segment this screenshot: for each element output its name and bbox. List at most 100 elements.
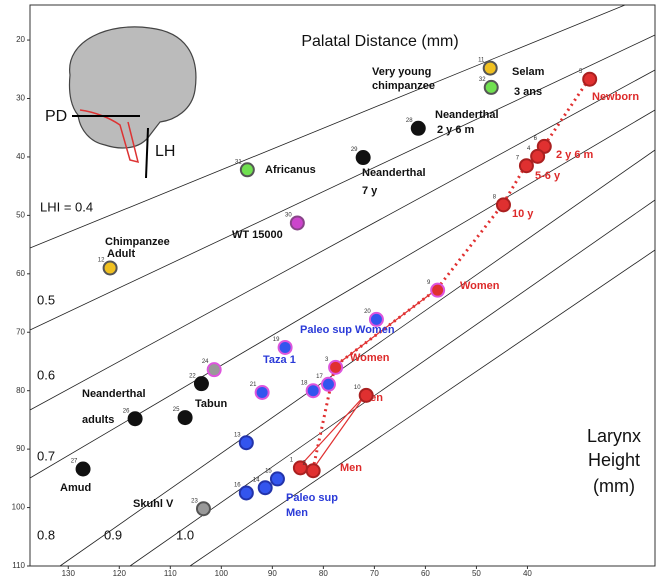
annotation: Men bbox=[286, 507, 308, 519]
annotation: Paleo sup bbox=[286, 492, 338, 504]
point-label: 13 bbox=[234, 432, 241, 438]
data-point bbox=[240, 436, 253, 449]
annotation: Africanus bbox=[265, 164, 316, 176]
data-point bbox=[484, 62, 497, 75]
point-label: 15 bbox=[265, 469, 272, 475]
data-point bbox=[208, 363, 221, 376]
x-tick-label: 40 bbox=[523, 569, 532, 578]
annotation: Very young bbox=[372, 66, 431, 78]
point-label: 25 bbox=[173, 407, 180, 413]
data-point bbox=[279, 341, 292, 354]
annotation: Adult bbox=[107, 248, 135, 260]
data-point bbox=[240, 486, 253, 499]
annotation: Tabun bbox=[195, 398, 227, 410]
x-tick-label: 130 bbox=[62, 569, 76, 578]
annotation: Women bbox=[350, 352, 390, 364]
y-tick-label: 60 bbox=[16, 269, 25, 278]
annotation: (mm) bbox=[593, 476, 635, 496]
data-point bbox=[370, 313, 383, 326]
point-label: 10 bbox=[354, 385, 361, 391]
x-tick-label: 100 bbox=[215, 569, 229, 578]
point-label: 29 bbox=[351, 147, 358, 153]
annotation: Larynx bbox=[587, 426, 641, 446]
annotation: Neanderthal bbox=[82, 388, 146, 400]
annotation: 0.9 bbox=[104, 527, 122, 542]
point-label: 20 bbox=[364, 309, 371, 315]
annotation: Skuhl V bbox=[133, 498, 174, 510]
data-point bbox=[431, 284, 444, 297]
y-tick-label: 40 bbox=[16, 152, 25, 161]
annotation: 2 y 6 m bbox=[437, 124, 475, 136]
point-label: 24 bbox=[202, 359, 209, 365]
point-label: 17 bbox=[316, 374, 323, 380]
point-label: 32 bbox=[479, 77, 486, 83]
annotation: Selam bbox=[512, 66, 545, 78]
data-point bbox=[271, 472, 284, 485]
y-tick-label: 70 bbox=[16, 327, 25, 336]
data-point bbox=[329, 361, 342, 374]
annotation: Chimpanzee bbox=[105, 236, 170, 248]
data-point bbox=[259, 481, 272, 494]
y-tick-label: 80 bbox=[16, 386, 25, 395]
point-label: 31 bbox=[235, 159, 242, 165]
annotation: Women bbox=[460, 280, 500, 292]
annotation: WT 15000 bbox=[232, 229, 283, 241]
data-point bbox=[583, 73, 596, 86]
annotation: Palatal Distance (mm) bbox=[301, 33, 458, 50]
annotation: PD bbox=[45, 108, 67, 125]
annotation: Taza 1 bbox=[263, 354, 296, 366]
annotation: LH bbox=[155, 143, 175, 160]
annotation: Neanderthal bbox=[435, 109, 499, 121]
y-tick-label: 110 bbox=[12, 561, 25, 570]
data-point bbox=[357, 151, 370, 164]
x-tick-label: 120 bbox=[113, 569, 127, 578]
y-tick-label: 50 bbox=[16, 210, 25, 219]
annotation: 1.0 bbox=[176, 527, 194, 542]
point-label: 11 bbox=[478, 58, 485, 64]
data-point bbox=[291, 216, 304, 229]
annotation: 0.5 bbox=[37, 292, 55, 307]
x-tick-label: 60 bbox=[421, 569, 430, 578]
y-tick-label: 20 bbox=[16, 35, 25, 44]
x-tick-label: 50 bbox=[472, 569, 481, 578]
x-tick-label: 70 bbox=[370, 569, 379, 578]
data-point bbox=[485, 81, 498, 94]
annotation: Paleo sup Women bbox=[300, 324, 395, 336]
annotation: Newborn bbox=[592, 91, 639, 103]
point-label: 23 bbox=[191, 498, 198, 504]
annotation: 3 ans bbox=[514, 86, 542, 98]
data-point bbox=[531, 150, 544, 163]
point-label: 19 bbox=[273, 337, 280, 343]
annotation: 0.6 bbox=[37, 367, 55, 382]
data-point bbox=[520, 159, 533, 172]
point-label: 22 bbox=[189, 373, 196, 379]
annotation: Neanderthal bbox=[362, 167, 426, 179]
data-point bbox=[179, 411, 192, 424]
point-label: 28 bbox=[406, 118, 413, 124]
annotation: LHI = 0.4 bbox=[40, 199, 93, 214]
data-point bbox=[241, 163, 254, 176]
annotation: 0.8 bbox=[37, 527, 55, 542]
x-tick-label: 110 bbox=[164, 569, 177, 578]
annotation: chimpanzee bbox=[372, 80, 435, 92]
data-point bbox=[307, 464, 320, 477]
point-label: 27 bbox=[71, 459, 78, 465]
point-label: 14 bbox=[253, 477, 260, 483]
data-point bbox=[256, 386, 269, 399]
annotation: adults bbox=[82, 414, 114, 426]
data-point bbox=[77, 462, 90, 475]
annotation: 2 y 6 m bbox=[556, 149, 594, 161]
y-tick-label: 90 bbox=[16, 444, 25, 453]
data-point bbox=[360, 389, 373, 402]
point-label: 30 bbox=[285, 213, 292, 219]
data-point bbox=[307, 384, 320, 397]
point-label: 18 bbox=[301, 380, 308, 386]
annotation: Amud bbox=[60, 482, 91, 494]
annotation: 10 y bbox=[512, 208, 534, 220]
y-tick-label: 100 bbox=[12, 503, 26, 512]
data-point bbox=[104, 261, 117, 274]
data-point bbox=[195, 377, 208, 390]
data-point bbox=[322, 378, 335, 391]
point-label: 16 bbox=[234, 483, 241, 489]
annotation: 5-6 y bbox=[535, 170, 561, 182]
